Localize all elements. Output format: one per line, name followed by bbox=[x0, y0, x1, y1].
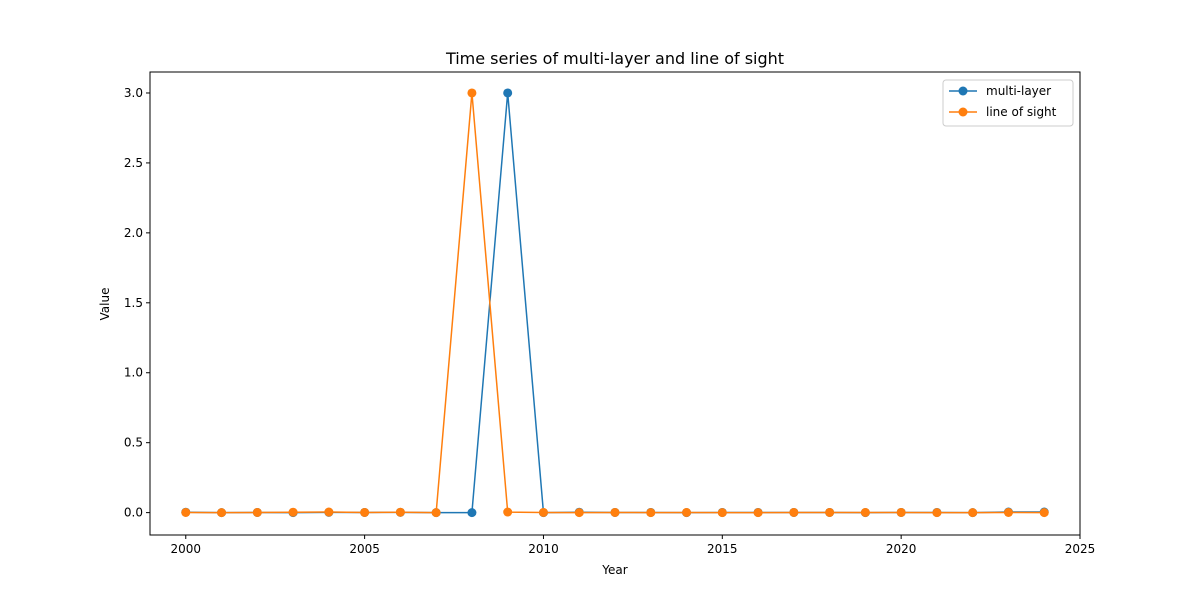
data-point bbox=[324, 507, 334, 517]
data-point bbox=[467, 88, 477, 98]
data-point bbox=[968, 508, 978, 518]
x-tick-label: 2025 bbox=[1065, 542, 1096, 556]
y-tick-label: 3.0 bbox=[124, 86, 143, 100]
data-point bbox=[288, 507, 298, 517]
y-tick-label: 2.0 bbox=[124, 226, 143, 240]
plot-frame bbox=[149, 71, 1081, 536]
data-point bbox=[503, 88, 513, 98]
data-point bbox=[503, 507, 513, 517]
x-tick-label: 2000 bbox=[170, 542, 201, 556]
x-tick-label: 2015 bbox=[707, 542, 738, 556]
x-tick-label: 2020 bbox=[886, 542, 917, 556]
y-tick-label: 2.5 bbox=[124, 156, 143, 170]
x-tick-label: 2010 bbox=[528, 542, 559, 556]
data-point bbox=[395, 507, 405, 517]
data-point bbox=[360, 507, 370, 517]
data-point bbox=[753, 508, 763, 518]
data-point bbox=[1039, 508, 1049, 518]
series-1 bbox=[181, 88, 1049, 518]
y-axis-label: Value bbox=[98, 288, 112, 321]
x-tick-label: 2005 bbox=[349, 542, 380, 556]
data-point bbox=[1003, 507, 1013, 517]
legend-marker bbox=[958, 107, 968, 117]
data-point bbox=[538, 507, 548, 517]
legend-label: multi-layer bbox=[986, 84, 1051, 98]
data-point bbox=[181, 507, 191, 517]
data-point bbox=[789, 507, 799, 517]
data-point bbox=[431, 508, 441, 518]
data-point bbox=[646, 508, 656, 518]
data-point bbox=[467, 508, 477, 518]
y-tick-label: 0.5 bbox=[124, 436, 143, 450]
legend-label: line of sight bbox=[986, 105, 1057, 119]
y-tick-label: 0.0 bbox=[124, 506, 143, 520]
x-axis-label: Year bbox=[601, 563, 627, 577]
data-point bbox=[717, 508, 727, 518]
data-point bbox=[217, 508, 227, 518]
data-point bbox=[860, 507, 870, 517]
data-point bbox=[574, 508, 584, 518]
data-point bbox=[682, 507, 692, 517]
chart-title: Time series of multi-layer and line of s… bbox=[445, 49, 784, 68]
data-point bbox=[896, 507, 906, 517]
data-point bbox=[825, 507, 835, 517]
data-point bbox=[610, 507, 620, 517]
y-tick-label: 1.0 bbox=[124, 366, 143, 380]
legend-marker bbox=[958, 86, 968, 96]
y-tick-label: 1.5 bbox=[124, 296, 143, 310]
data-point bbox=[932, 508, 942, 518]
data-point bbox=[252, 507, 262, 517]
